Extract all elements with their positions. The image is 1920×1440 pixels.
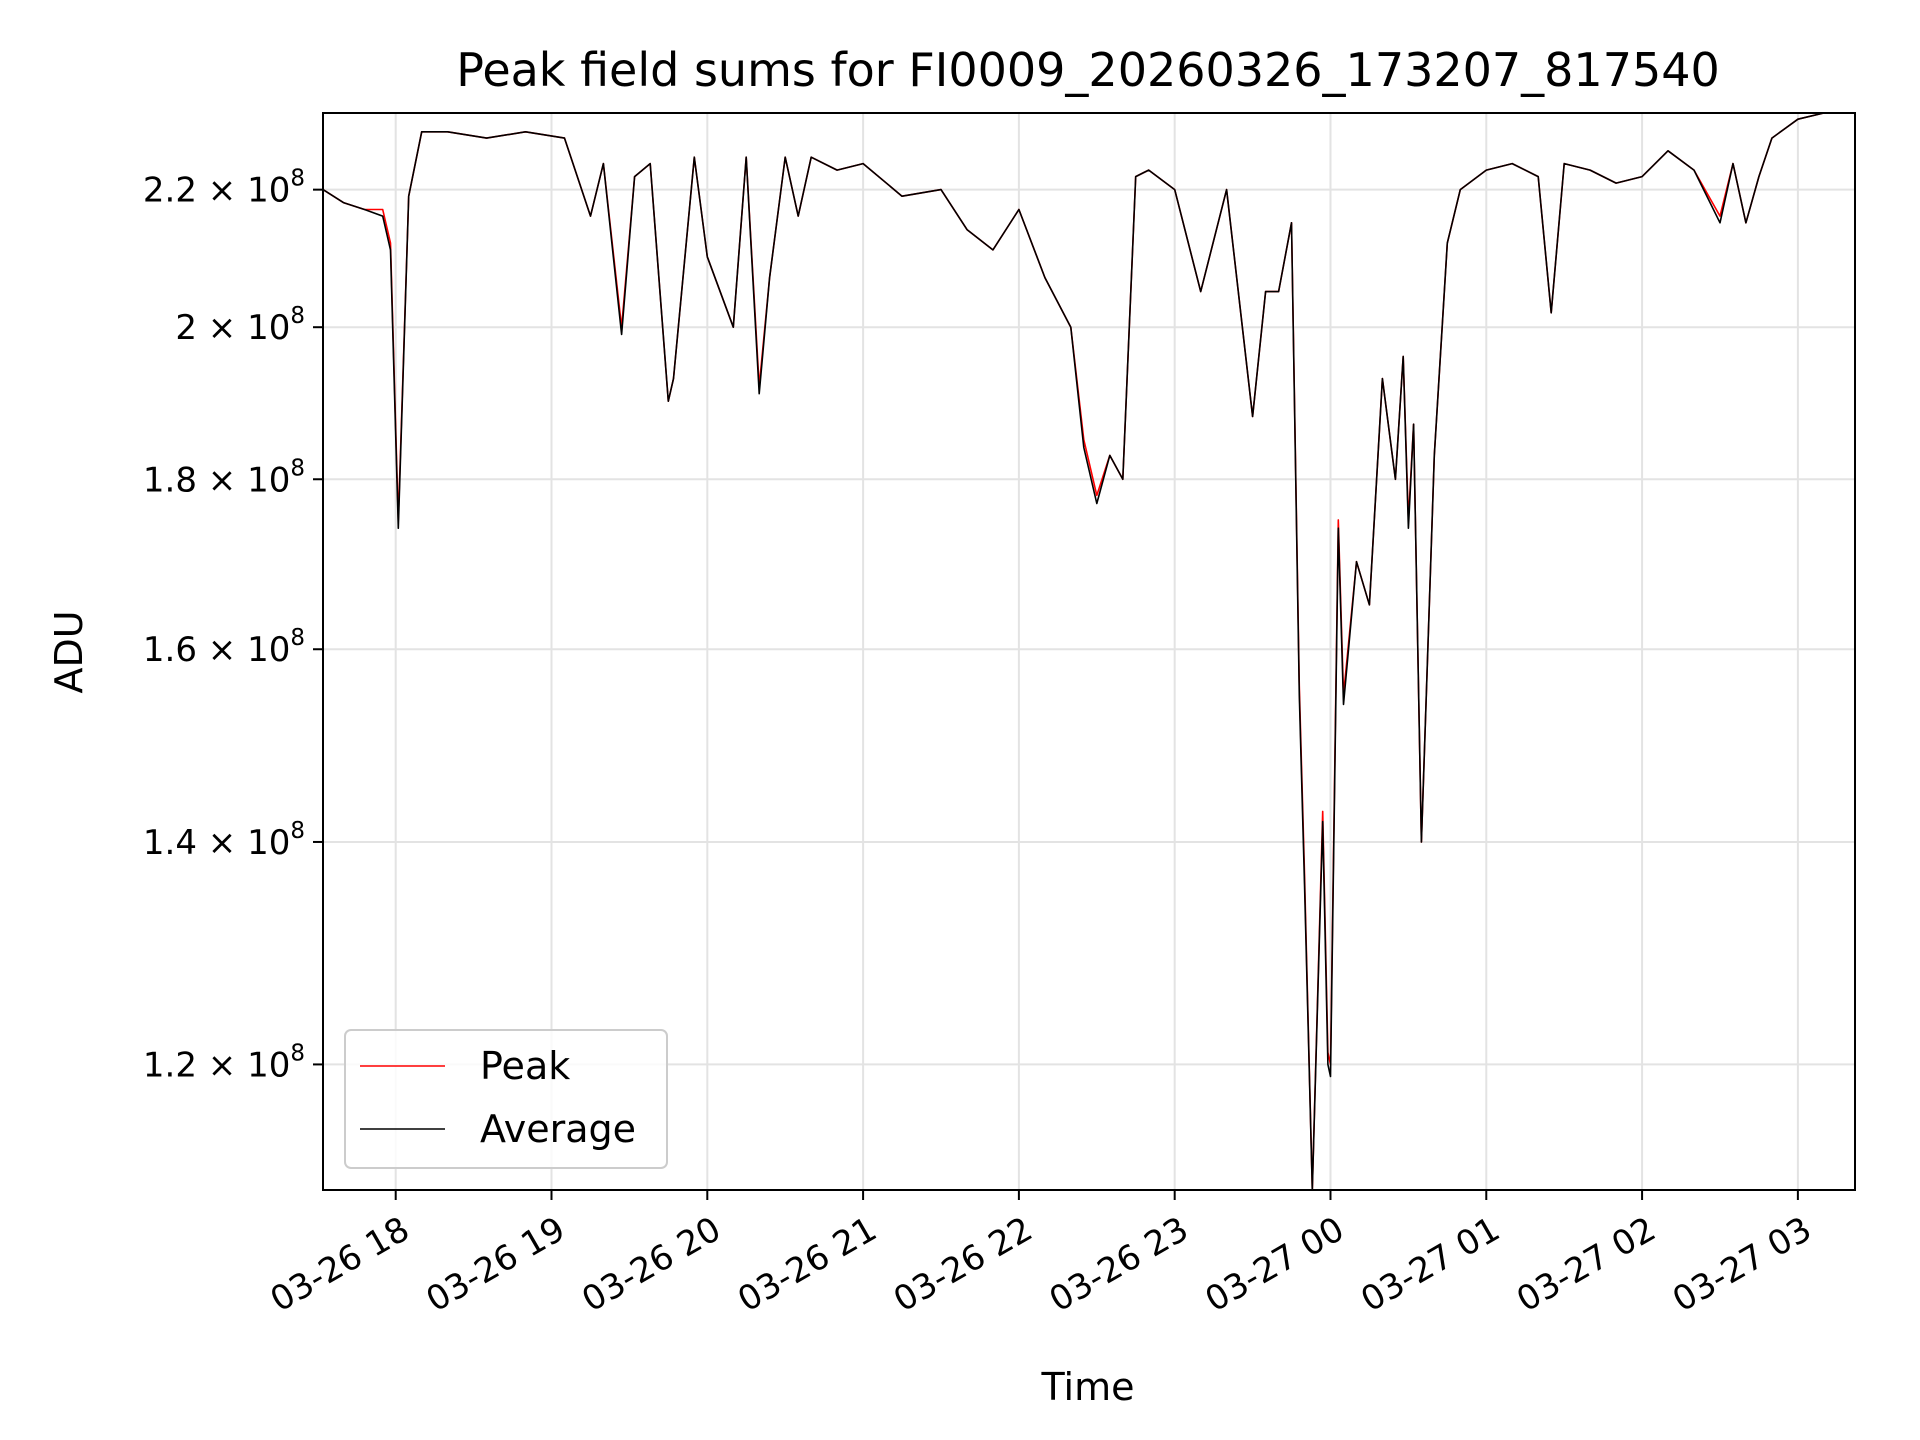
legend-label-average: Average [480, 1107, 636, 1151]
plot-frame [322, 112, 1856, 1191]
chart-title: Peak field sums for FI0009_20260326_1732… [456, 43, 1720, 97]
legend: Peak Average [344, 1029, 668, 1169]
legend-label-peak: Peak [480, 1044, 570, 1088]
y-tick-label: 1.2 × 108 [143, 1040, 305, 1085]
y-tick-label: 2 × 108 [175, 303, 305, 348]
series-line-average [322, 112, 1855, 1191]
y-tick-label: 1.8 × 108 [143, 455, 305, 500]
y-tick-label: 2.2 × 108 [143, 166, 305, 211]
y-axis: 1.2 × 108 1.4 × 108 1.6 × 108 1.8 × 108 2 × … [143, 166, 323, 1085]
x-axis-label: Time [1041, 1365, 1135, 1409]
y-tick-label: 1.6 × 108 [143, 625, 305, 670]
grid-lines [323, 113, 1855, 1190]
legend-box [344, 1029, 668, 1169]
y-tick-label: 1.4 × 108 [143, 818, 305, 863]
series-layer [322, 112, 1855, 1191]
y-axis-label: ADU [47, 610, 91, 693]
